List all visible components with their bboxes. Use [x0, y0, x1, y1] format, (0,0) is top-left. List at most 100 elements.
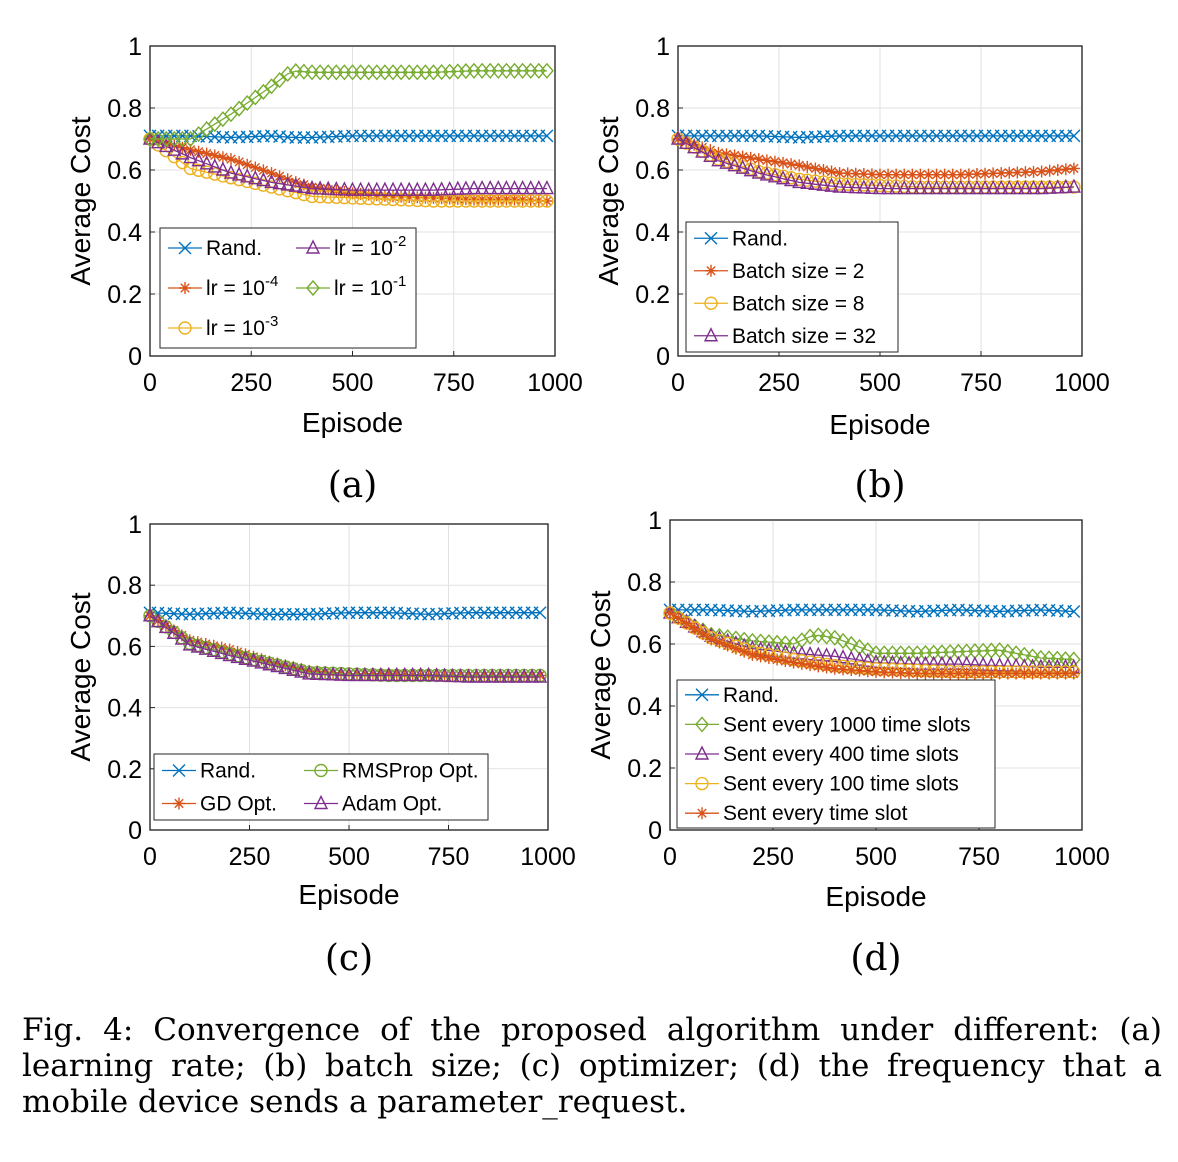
data-point-marker [833, 167, 846, 180]
data-series [143, 129, 554, 144]
data-point-marker [272, 72, 287, 89]
data-point-marker [885, 654, 900, 669]
data-point-marker [824, 177, 839, 192]
data-point-marker [809, 162, 822, 175]
data-point-marker [358, 667, 371, 680]
data-point-marker [533, 606, 547, 620]
data-point-marker [467, 194, 481, 208]
x-tick-label: 250 [229, 843, 271, 871]
data-point-marker [922, 168, 935, 181]
x-tick-label: 250 [758, 369, 800, 397]
x-tick-label: 0 [143, 843, 157, 871]
data-point-marker [793, 159, 806, 172]
data-point-marker [206, 642, 221, 657]
data-point-marker [696, 141, 709, 154]
data-point-marker [768, 155, 781, 168]
figure-caption: Fig. 4: Convergence of the proposed algo… [22, 1012, 1162, 1120]
data-point-marker [466, 180, 482, 195]
legend-label: Rand. [206, 237, 262, 260]
series-line [150, 135, 547, 139]
data-point-marker [159, 137, 174, 153]
data-point-marker [402, 193, 416, 207]
data-point-marker [1010, 667, 1023, 680]
data-point-marker [313, 189, 327, 204]
data-point-marker [499, 180, 514, 195]
data-point-marker [687, 139, 702, 154]
data-series [664, 607, 1080, 680]
data-point-marker [435, 192, 448, 205]
data-point-marker [304, 180, 320, 195]
data-point-marker [294, 663, 309, 678]
data-point-marker [524, 194, 537, 207]
data-point-marker [524, 668, 540, 683]
data-point-marker [1043, 667, 1056, 680]
data-point-marker [927, 667, 940, 680]
legend-entry: Batch size = 8 [694, 292, 865, 315]
legend-marker [695, 688, 709, 702]
data-point-marker [767, 168, 783, 183]
x-tick-label: 750 [428, 843, 470, 871]
series-line [678, 135, 1074, 139]
data-point-marker [474, 180, 490, 195]
data-point-marker [812, 660, 825, 673]
data-point-marker [329, 190, 343, 204]
y-tick-label: 0.4 [627, 693, 662, 721]
data-point-marker [485, 668, 500, 683]
data-point-marker [952, 667, 965, 680]
y-tick-label: 0.6 [627, 631, 662, 659]
y-axis-label: Average Cost [65, 116, 96, 285]
x-axis-label: Episode [302, 407, 403, 438]
data-point-marker [223, 164, 239, 179]
data-point-marker [507, 180, 522, 195]
data-point-marker [509, 668, 524, 683]
data-point-marker [215, 161, 231, 176]
data-point-marker [410, 193, 424, 208]
data-point-marker [977, 180, 993, 195]
y-tick-label: 0.4 [107, 219, 142, 247]
data-point-marker [386, 192, 400, 207]
legend-label: Batch size = 32 [732, 325, 876, 348]
data-point-marker [349, 666, 365, 682]
data-point-marker [836, 632, 850, 649]
data-series [671, 129, 1081, 144]
data-point-marker [208, 149, 221, 162]
data-point-marker [817, 164, 830, 176]
y-tick-label: 0 [128, 817, 142, 845]
legend-marker [305, 239, 321, 254]
data-point-marker [1058, 178, 1073, 194]
data-point-marker [183, 149, 198, 164]
data-point-marker [910, 655, 925, 670]
y-tick-label: 0 [656, 343, 670, 371]
data-point-marker [736, 150, 749, 163]
data-point-marker [429, 667, 444, 682]
data-point-marker [1011, 166, 1024, 179]
data-point-marker [461, 668, 476, 683]
data-point-marker [703, 147, 718, 163]
data-point-marker [735, 159, 750, 174]
data-point-marker [370, 192, 384, 206]
data-point-marker [960, 667, 973, 680]
data-point-marker [499, 194, 514, 208]
data-point-marker [468, 193, 480, 206]
legend-label: Rand. [200, 760, 256, 783]
data-point-marker [995, 167, 1008, 180]
data-point-marker [1059, 667, 1072, 680]
legend-marker [704, 296, 718, 310]
data-point-marker [483, 194, 497, 208]
data-point-marker [167, 141, 182, 156]
legend-entry: Batch size = 32 [694, 325, 876, 348]
panel-caption: (d) [850, 938, 901, 979]
data-point-marker [353, 181, 368, 196]
legend-marker [172, 764, 186, 777]
data-point-marker [987, 167, 1000, 180]
data-point-marker [664, 607, 676, 619]
data-point-marker [894, 666, 907, 679]
data-point-marker [249, 161, 262, 174]
data-point-marker [688, 622, 701, 635]
data-point-marker [222, 647, 237, 662]
data-point-marker [954, 168, 967, 181]
data-point-marker [410, 181, 425, 196]
data-point-marker [841, 167, 854, 180]
y-tick-label: 1 [656, 33, 670, 61]
legend-marker [705, 264, 717, 277]
